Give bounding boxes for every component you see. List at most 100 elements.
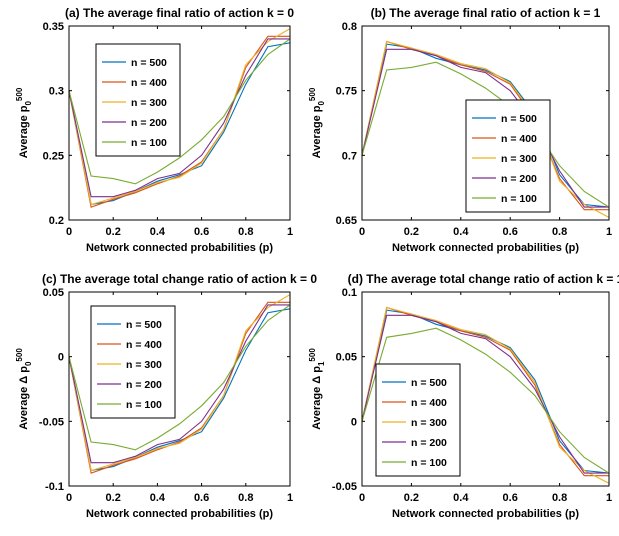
legend: n = 500 n = 400 n = 300 n = 200 n = 100 <box>375 363 461 477</box>
series-line-n200 <box>69 304 290 464</box>
x-tick-label: 0.8 <box>238 492 253 504</box>
legend-box <box>375 363 461 477</box>
y-axis-label: Average Δ p1500 <box>308 348 326 430</box>
series-line-n200 <box>362 314 609 474</box>
legend-entry: n = 500 <box>501 113 537 125</box>
series-line-n200 <box>362 48 609 208</box>
legend-entry: n = 300 <box>131 97 167 109</box>
x-tick-label: 0.6 <box>194 492 209 504</box>
legend: n = 500 n = 400 n = 300 n = 200 n = 100 <box>95 43 181 157</box>
legend-entry: n = 400 <box>501 133 537 145</box>
legend-entry: n = 300 <box>411 417 447 429</box>
series-lines <box>362 306 609 484</box>
series-line-n300 <box>362 306 609 484</box>
x-tick-label: 0.2 <box>404 226 419 238</box>
y-axis-label-sup: 500 <box>308 348 317 362</box>
legend-entry: n = 500 <box>131 57 167 69</box>
chart-title: (b) The average final ratio of action k … <box>371 6 601 20</box>
legend-entry: n = 500 <box>411 377 447 389</box>
chart-panel-4: (d) The average total change ratio of ac… <box>308 272 619 520</box>
legend-entry: n = 200 <box>126 379 162 391</box>
series-line-n100 <box>362 327 609 474</box>
y-tick-label: 0.3 <box>49 86 64 98</box>
legend-entry: n = 300 <box>501 153 537 165</box>
y-tick-label: 0.05 <box>336 352 357 364</box>
chart-title: (a) The average final ratio of action k … <box>65 6 294 20</box>
y-tick-label: -0.05 <box>39 416 64 428</box>
series-line-n100 <box>362 61 609 208</box>
x-tick-label: 0.4 <box>453 492 469 504</box>
legend-box <box>90 305 176 419</box>
series-line-n300 <box>69 28 290 206</box>
plot-frame <box>361 25 610 221</box>
y-axis-label-sub: 0 <box>317 101 326 106</box>
x-tick-label: 0 <box>359 226 365 238</box>
y-tick-label: 0.35 <box>43 21 64 33</box>
series-lines <box>69 294 290 474</box>
x-tick-label: 0.2 <box>106 492 121 504</box>
legend-entry: n = 400 <box>411 397 447 409</box>
legend-entry: n = 200 <box>131 117 167 129</box>
legend-entry: n = 200 <box>411 437 447 449</box>
series-line-n100 <box>69 304 290 451</box>
y-tick-label: 0.65 <box>336 215 357 227</box>
legend-entry: n = 100 <box>411 457 447 469</box>
series-line-n200 <box>69 38 290 198</box>
plot-frame <box>361 291 610 487</box>
x-tick-label: 0.8 <box>238 226 253 238</box>
plot-frame <box>68 291 291 487</box>
x-tick-label: 0 <box>66 226 72 238</box>
legend-box <box>95 43 181 157</box>
legend-entry: n = 100 <box>501 193 537 205</box>
y-tick-label: -0.1 <box>45 481 64 493</box>
x-tick-label: 1 <box>606 226 612 238</box>
series-line-n300 <box>69 294 290 472</box>
x-tick-label: 0.4 <box>150 492 166 504</box>
x-axis-label: Network connected probabilities (p) <box>86 242 273 254</box>
y-axis-label-main: Average Δ p <box>18 366 30 430</box>
x-tick-label: 0.2 <box>106 226 121 238</box>
y-axis-label: Average Δ p0500 <box>15 348 33 430</box>
legend-entry: n = 500 <box>126 319 162 331</box>
y-axis-label-sup: 500 <box>15 87 24 101</box>
series-lines <box>69 28 290 208</box>
chart-title: (c) The average total change ratio of ac… <box>42 272 317 286</box>
y-axis-label-sup: 500 <box>15 348 24 362</box>
y-tick-label: 0.7 <box>342 150 357 162</box>
y-axis-label-main: Average Δ p <box>311 366 323 430</box>
chart-panel-2: (b) The average final ratio of action k … <box>308 6 612 254</box>
legend: n = 500 n = 400 n = 300 n = 200 n = 100 <box>465 99 551 213</box>
x-axis-label: Network connected probabilities (p) <box>86 508 273 520</box>
legend-box <box>465 99 551 213</box>
x-tick-label: 0.8 <box>552 492 567 504</box>
series-line-n100 <box>69 38 290 185</box>
y-axis-label-main: Average p <box>311 105 323 158</box>
x-tick-label: 0 <box>66 492 72 504</box>
chart-panel-1: (a) The average final ratio of action k … <box>15 6 294 254</box>
x-tick-label: 0.8 <box>552 226 567 238</box>
y-tick-label: 0.2 <box>49 215 64 227</box>
y-tick-label: -0.05 <box>332 481 357 493</box>
y-axis-label: Average p0500 <box>308 87 326 158</box>
y-axis-label-main: Average p <box>18 105 30 158</box>
legend-entry: n = 400 <box>126 339 162 351</box>
legend-entry: n = 200 <box>501 173 537 185</box>
y-axis-label-sub: 0 <box>24 101 33 106</box>
x-tick-label: 1 <box>606 492 612 504</box>
legend-entry: n = 400 <box>131 77 167 89</box>
y-tick-label: 0.75 <box>336 86 357 98</box>
y-tick-label: 0.05 <box>43 287 64 299</box>
x-tick-label: 0.6 <box>503 492 518 504</box>
chart-title: (d) The average total change ratio of ac… <box>348 272 619 286</box>
x-axis-label: Network connected probabilities (p) <box>392 508 579 520</box>
chart-panel-3: (c) The average total change ratio of ac… <box>15 272 317 520</box>
y-axis-label-sup: 500 <box>308 87 317 101</box>
x-tick-label: 1 <box>287 492 293 504</box>
y-tick-label: 0.1 <box>342 287 357 299</box>
y-tick-label: 0 <box>351 416 357 428</box>
x-tick-label: 0.2 <box>404 492 419 504</box>
y-tick-label: 0 <box>58 352 64 364</box>
x-tick-label: 0.4 <box>453 226 469 238</box>
legend: n = 500 n = 400 n = 300 n = 200 n = 100 <box>90 305 176 419</box>
